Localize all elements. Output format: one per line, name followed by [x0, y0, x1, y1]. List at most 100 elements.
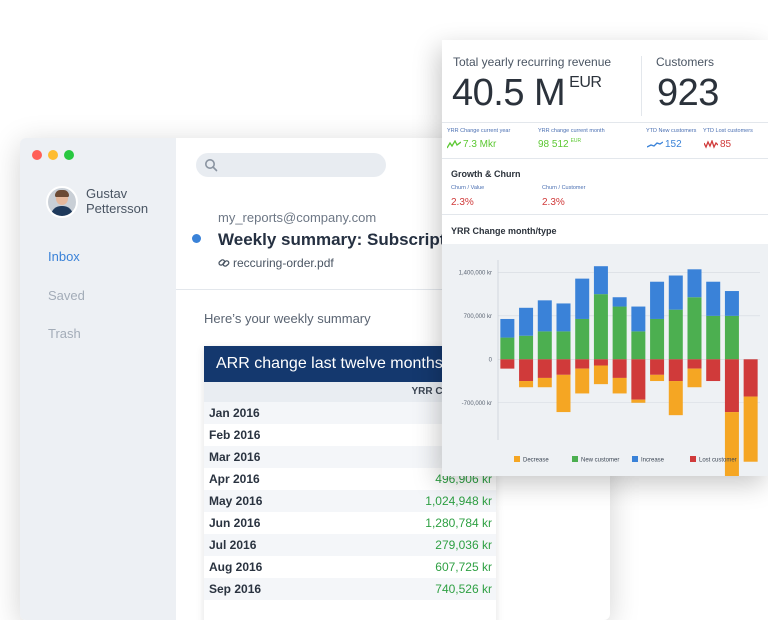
- bar-new-customer: [519, 335, 534, 360]
- bar-increase: [706, 281, 721, 316]
- bar-increase: [668, 275, 683, 310]
- table-cell-month: Aug 2016: [209, 560, 263, 574]
- bar-lost-customer: [743, 359, 758, 397]
- metric-label-lost-customers: YTD Lost customers: [703, 128, 753, 134]
- bar-lost-customer: [556, 359, 571, 375]
- email-greeting: Here’s your weekly summary: [204, 311, 371, 326]
- divider: [442, 158, 768, 159]
- growth-churn-title: Growth & Churn: [451, 169, 521, 179]
- table-row: May 2016 1,024,948 kr: [204, 490, 496, 512]
- bar-new-customer: [706, 315, 721, 360]
- bar-new-customer: [650, 318, 665, 360]
- table-row: Sep 2016 740,526 kr: [204, 578, 496, 600]
- legend-swatch: [690, 456, 696, 462]
- email-subject[interactable]: Weekly summary: Subscriptions: [218, 230, 481, 249]
- email-sender: my_reports@company.com: [218, 210, 377, 225]
- bar-lost-customer: [706, 359, 721, 382]
- divider: [176, 289, 610, 290]
- bar-lost-customer: [631, 359, 646, 400]
- bar-decrease: [556, 374, 571, 413]
- bar-new-customer: [724, 315, 739, 360]
- user-profile[interactable]: Gustav Pettersson: [46, 186, 166, 218]
- maximize-dot[interactable]: [64, 150, 74, 160]
- bar-decrease: [612, 377, 627, 394]
- minimize-dot[interactable]: [48, 150, 58, 160]
- sparkline-icon: [647, 141, 663, 148]
- metric-value-yrr-year: 7.3 Mkr: [463, 139, 497, 150]
- bar-decrease: [631, 399, 646, 403]
- search-input[interactable]: [196, 153, 386, 177]
- y-tick-label: 700,000 kr: [464, 314, 492, 320]
- metric-label-yrr-year: YRR Change current year: [447, 128, 511, 134]
- bar-increase: [556, 303, 571, 332]
- avatar: [46, 186, 78, 218]
- table-cell-value: 740,526 kr: [435, 582, 492, 596]
- customers-value: 923: [657, 72, 719, 114]
- metric-value-lost-customers: 85: [720, 139, 732, 150]
- sidebar: Gustav Pettersson Inbox Saved Trash: [20, 138, 176, 620]
- bar-new-customer: [687, 297, 702, 360]
- churn-value: 2.3%: [451, 197, 474, 208]
- table-cell-month: Mar 2016: [209, 450, 261, 464]
- bar-decrease: [743, 396, 758, 462]
- bar-decrease: [593, 365, 608, 385]
- revenue-value: 40.5 M EUR: [452, 72, 602, 115]
- y-tick-label: -700,000 kr: [462, 401, 492, 407]
- link-icon: [218, 259, 230, 267]
- sparkline-icon: [447, 140, 461, 149]
- bar-lost-customer: [500, 359, 515, 369]
- bar-new-customer: [593, 294, 608, 360]
- bar-decrease: [687, 368, 702, 388]
- sparkline-icon: [704, 140, 718, 149]
- bar-new-customer: [537, 331, 552, 360]
- bar-lost-customer: [519, 359, 534, 382]
- attachment-link[interactable]: reccuring-order.pdf: [218, 256, 334, 270]
- metric-unit-yrr-month: EUR: [570, 137, 582, 144]
- customers-label: Customers: [656, 55, 715, 69]
- table-cell-month: May 2016: [209, 494, 263, 508]
- table-cell-month: Jul 2016: [209, 538, 257, 552]
- legend-label: New customer: [581, 458, 619, 464]
- bar-increase: [500, 318, 515, 338]
- bar-increase: [724, 291, 739, 316]
- metric-value-new-customers: 152: [665, 139, 682, 150]
- bar-decrease: [650, 374, 665, 382]
- bar-new-customer: [500, 337, 515, 360]
- churn-value-label: Churn / Value: [451, 185, 485, 191]
- metric-yrr-year: 7.3 Mkr: [447, 139, 496, 150]
- search-icon: [205, 159, 218, 172]
- bar-new-customer: [668, 309, 683, 360]
- bar-new-customer: [612, 306, 627, 360]
- bar-increase: [537, 300, 552, 332]
- sidebar-item-saved[interactable]: Saved: [48, 288, 85, 303]
- metric-lost-customers: 85: [704, 139, 731, 150]
- arr-column-header: YRR Change: [411, 386, 472, 397]
- bar-increase: [575, 278, 590, 319]
- chart-title: YRR Change month/type: [451, 226, 557, 236]
- legend-label: Decrease: [523, 458, 549, 464]
- y-tick-label: 1,400,000 kr: [459, 270, 492, 276]
- metric-new-customers: 152: [647, 139, 682, 150]
- close-dot[interactable]: [32, 150, 42, 160]
- bar-decrease: [724, 412, 739, 481]
- metric-value-yrr-month: 98 512: [538, 139, 569, 150]
- bar-increase: [687, 269, 702, 298]
- bar-new-customer: [556, 331, 571, 360]
- bar-new-customer: [575, 318, 590, 360]
- arr-table-body: Jan 20164Feb 20164Mar 20163Apr 2016496,9…: [204, 402, 496, 600]
- table-row: Jun 2016 1,280,784 kr: [204, 512, 496, 534]
- sidebar-item-trash[interactable]: Trash: [48, 326, 81, 341]
- bar-decrease: [519, 381, 534, 388]
- churn-customer-label: Churn / Customer: [542, 185, 586, 191]
- table-row: Aug 2016 607,725 kr: [204, 556, 496, 578]
- bar-increase: [631, 306, 646, 332]
- bar-increase: [519, 307, 534, 336]
- dashboard-panel: Total yearly recurring revenue 40.5 M EUR…: [442, 40, 768, 481]
- table-cell-month: Sep 2016: [209, 582, 262, 596]
- table-cell-value: 1,280,784 kr: [425, 516, 492, 530]
- legend-swatch: [514, 456, 520, 462]
- sidebar-item-inbox[interactable]: Inbox: [48, 249, 80, 264]
- y-tick-label: 0: [489, 357, 493, 363]
- table-cell-month: Apr 2016: [209, 472, 260, 486]
- bar-increase: [650, 281, 665, 319]
